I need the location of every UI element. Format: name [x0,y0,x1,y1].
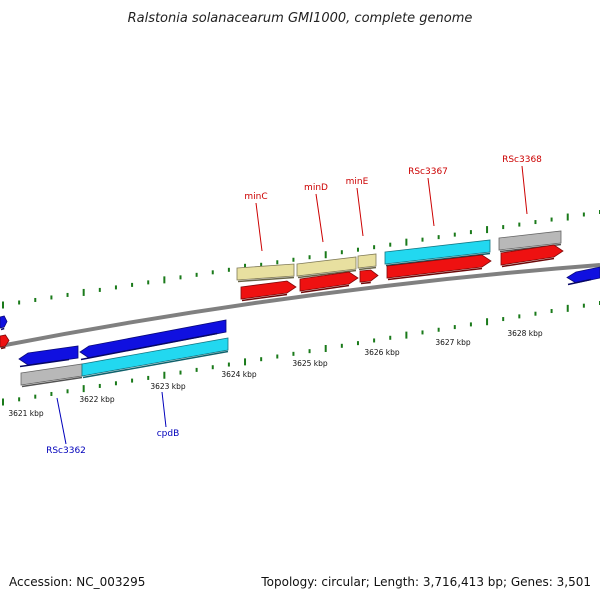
gene-minC-cds-shadow [241,293,288,302]
map-title: Ralstonia solanacearum GMI1000, complete… [128,11,473,26]
gene-minD-cds-body [299,271,359,292]
gene-cpdB-feature [81,337,229,379]
gene-minE-khaki-body [357,253,377,269]
gene-blue-left [18,345,79,368]
gene-RSc3367-cds [386,254,492,281]
gene-minD-cds [299,271,359,294]
gene-label-RSc3367[interactable]: RSc3367 [408,167,448,177]
position-label-3624: 3624 kbp [221,370,257,379]
genome-backbone [0,263,600,348]
gene-minE-cds-body [359,269,379,283]
position-label-3623: 3623 kbp [150,382,186,391]
position-label-3622: 3622 kbp [79,395,115,404]
gene-cpdB-feature-body [81,337,229,377]
gene-minD-khaki-shadow [297,269,357,279]
gene-label-minD[interactable]: minD [304,183,328,193]
gene-RSc3368-cds [500,244,564,268]
gene-minD-khaki [296,256,357,279]
gene-minC-cds-body [240,280,297,300]
gene-cpdB-feature-shadow [82,350,229,379]
gene-label-connectors [56,165,528,445]
gene-RSc3367-feature [384,239,491,267]
gene-RSc3368-cds-body [500,244,564,266]
gene-RSc3367-cds-body [386,254,492,279]
connector-minD [315,193,324,243]
gene-label-RSc3362[interactable]: RSc3362 [46,446,86,456]
gene-minC-khaki [236,263,295,283]
gene-label-RSc3368[interactable]: RSc3368 [502,155,542,165]
upper-tick-row [2,210,600,309]
gene-minE-cds-shadow [360,281,371,285]
gene-edge-left-red [0,334,10,350]
connector-cpdB [161,391,167,428]
gene-RSc3367-cds-shadow [387,267,483,281]
gene-RSc3368-feature-body [498,230,562,251]
position-label-3626: 3626 kbp [364,348,400,357]
position-labels: 3621 kbp 3622 kbp 3623 kbp 3624 kbp 3625… [8,329,543,418]
position-label-3621: 3621 kbp [8,409,44,418]
position-label-3628: 3628 kbp [507,329,543,338]
gene-minD-khaki-body [296,256,357,277]
gene-edge-right-blue [566,266,600,286]
gene-edge-left-red-shadow [0,346,6,350]
gene-RSc3362-feature-shadow [21,376,83,388]
gene-minE-khaki [357,253,377,271]
gene-edge-left-blue-shadow [0,327,5,331]
gene-edge-left-blue [0,315,8,331]
gene-edge-right-blue-shadow [567,278,592,286]
connector-minC [255,202,263,252]
position-label-3627: 3627 kbp [435,338,471,347]
gene-RSc3367-feature-shadow [385,252,491,267]
gene-minC-khaki-shadow [237,276,295,283]
genome-stats-text: Topology: circular; Length: 3,716,413 bp… [261,575,591,589]
gene-edge-left-blue-body [0,315,8,329]
gene-label-minC[interactable]: minC [244,192,267,202]
connector-RSc3368 [521,165,528,215]
gene-RSc3368-cds-shadow [501,257,555,268]
gene-minC-cds [240,280,297,302]
gene-RSc3362-feature [20,363,83,388]
gene-cpdB-blue [79,319,227,361]
gene-minC-khaki-body [236,263,295,281]
gene-labels: minC minD minE RSc3367 RSc3368 RSc3362 c… [46,155,542,456]
connector-minE [356,187,364,237]
gene-label-cpdB[interactable]: cpdB [157,429,180,439]
gene-RSc3367-feature-body [384,239,491,265]
position-label-3625: 3625 kbp [292,359,328,368]
accession-text: Accession: NC_003295 [9,575,146,589]
lower-tick-row [2,301,600,406]
connector-RSc3362 [56,397,67,445]
gene-cpdB-blue-shadow [80,332,218,361]
gene-features [0,230,600,388]
gene-minD-cds-shadow [300,284,350,294]
gene-minE-cds [359,269,379,285]
connector-RSc3367 [427,177,435,227]
gene-minE-khaki-shadow [358,266,377,271]
gene-label-minE[interactable]: minE [346,177,369,187]
gene-edge-left-red-body [0,334,10,348]
gene-blue-left-shadow [19,358,70,368]
